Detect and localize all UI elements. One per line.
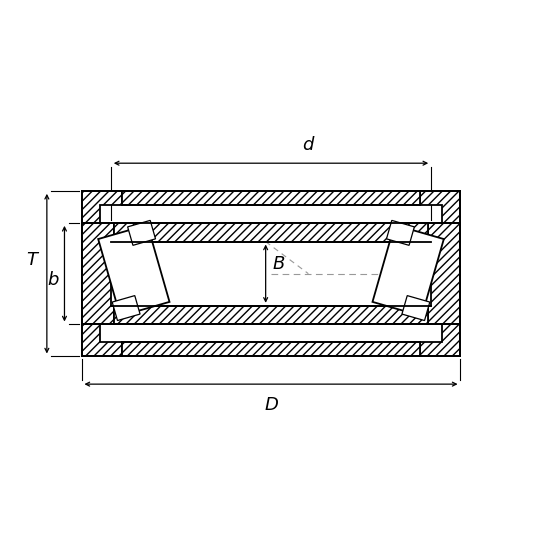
- Polygon shape: [402, 295, 430, 320]
- Polygon shape: [372, 225, 444, 316]
- Text: b: b: [48, 271, 59, 289]
- Polygon shape: [81, 191, 121, 357]
- Polygon shape: [421, 191, 461, 357]
- Polygon shape: [114, 223, 428, 242]
- Polygon shape: [121, 191, 421, 205]
- Polygon shape: [81, 223, 114, 324]
- Polygon shape: [386, 221, 415, 246]
- Text: T: T: [26, 251, 37, 269]
- Polygon shape: [121, 342, 421, 357]
- Polygon shape: [114, 306, 428, 324]
- Text: B: B: [272, 255, 285, 273]
- Polygon shape: [127, 221, 156, 246]
- Text: d: d: [302, 136, 314, 153]
- Polygon shape: [428, 223, 461, 324]
- Polygon shape: [112, 295, 140, 320]
- Text: D: D: [264, 396, 278, 414]
- Polygon shape: [98, 225, 170, 316]
